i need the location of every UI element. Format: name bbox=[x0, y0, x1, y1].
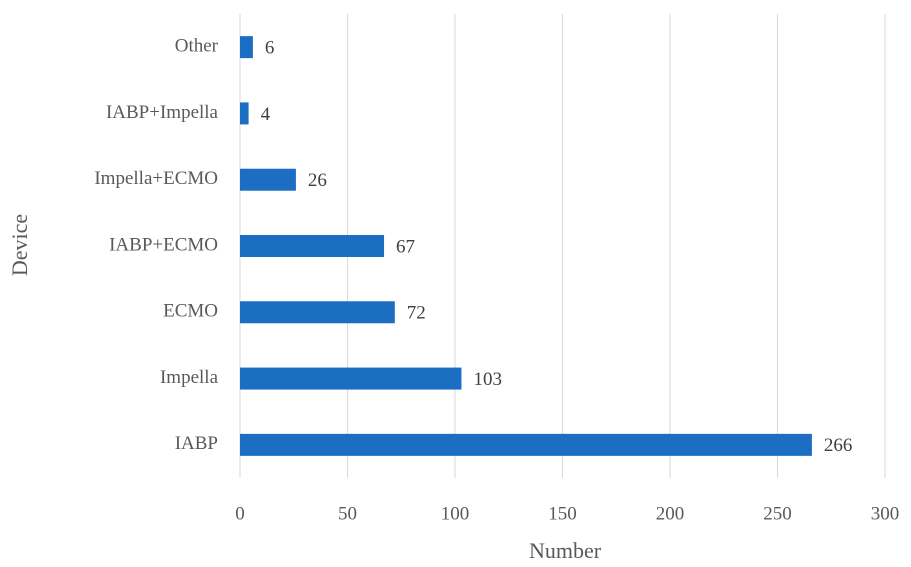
bar bbox=[240, 367, 462, 390]
data-label: 67 bbox=[396, 236, 415, 257]
data-label: 266 bbox=[824, 435, 853, 456]
y-tick-label: IABP+ECMO bbox=[109, 234, 218, 255]
x-axis-title: Number bbox=[529, 538, 602, 563]
y-tick-label: IABP bbox=[175, 433, 218, 454]
y-tick-label: Other bbox=[175, 36, 219, 57]
x-tick-label: 200 bbox=[656, 503, 685, 524]
bar bbox=[240, 301, 395, 324]
bar bbox=[240, 433, 812, 456]
bar bbox=[240, 168, 296, 191]
x-tick-label: 300 bbox=[871, 503, 900, 524]
data-label: 4 bbox=[261, 104, 271, 125]
data-label: 6 bbox=[265, 38, 275, 59]
bar bbox=[240, 102, 249, 125]
x-tick-label: 100 bbox=[441, 503, 470, 524]
data-label: 103 bbox=[473, 369, 502, 390]
y-tick-label: Impella bbox=[160, 367, 219, 388]
y-tick-label: IABP+Impella bbox=[106, 102, 219, 123]
x-tick-label: 150 bbox=[548, 503, 577, 524]
y-axis-title: Device bbox=[7, 214, 32, 276]
x-tick-label: 50 bbox=[338, 503, 357, 524]
bar bbox=[240, 235, 385, 257]
bar bbox=[240, 36, 253, 59]
data-label: 72 bbox=[407, 303, 426, 324]
x-tick-label: 250 bbox=[763, 503, 792, 524]
y-tick-label: ECMO bbox=[163, 301, 218, 322]
x-tick-label: 0 bbox=[235, 503, 245, 524]
data-label: 26 bbox=[308, 170, 327, 191]
y-tick-label: Impella+ECMO bbox=[94, 168, 218, 189]
